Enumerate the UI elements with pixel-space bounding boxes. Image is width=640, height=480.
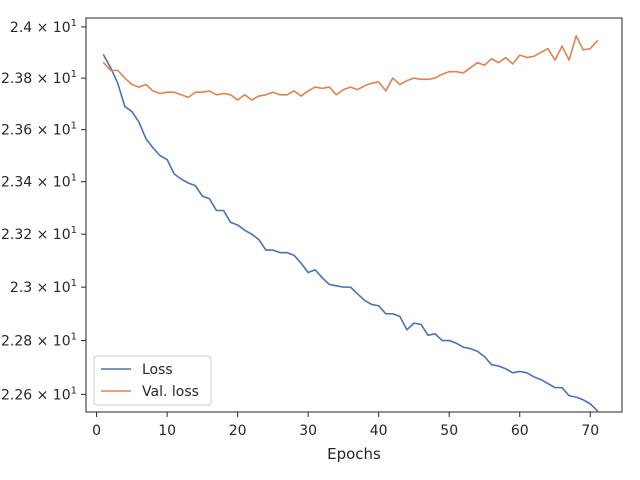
y-tick-label: 2.34 × 101 (1, 173, 77, 191)
y-tick-label: 2.32 × 101 (1, 225, 77, 243)
x-tick-label: 70 (581, 423, 599, 439)
plot-background (86, 18, 622, 412)
x-axis-label: Epochs (327, 445, 381, 463)
series-line-val-loss (102, 35, 599, 101)
x-tick-label: 30 (299, 423, 317, 439)
x-tick-label: 20 (229, 423, 247, 439)
y-tick-label: 2.4 × 101 (10, 18, 77, 36)
series-line-loss (102, 54, 599, 412)
legend-loss-label: Loss (142, 362, 173, 378)
legend-val-loss-label: Val. loss (142, 384, 199, 400)
y-tick-label: 2.36 × 101 (1, 121, 77, 139)
series-layer (102, 35, 599, 412)
plot-area (85, 17, 623, 413)
y-axis: 2.26 × 101 2.28 × 101 2.3 × 101 2.32 × 101 2… (1, 18, 86, 403)
y-tick-label: 2.38 × 101 (1, 69, 77, 87)
x-tick-label: 60 (511, 423, 529, 439)
x-tick-label: 50 (440, 423, 458, 439)
legend: Loss Val. loss (93, 355, 212, 406)
x-tick-label: 10 (158, 423, 176, 439)
y-tick-label: 2.26 × 101 (1, 385, 77, 403)
x-tick-label: 0 (92, 423, 101, 439)
x-axis: 0 10 20 30 40 50 60 70 (92, 412, 599, 439)
plot-frame (85, 17, 623, 413)
y-tick-label: 2.3 × 101 (10, 278, 77, 296)
y-tick-label: 2.28 × 101 (1, 332, 77, 350)
x-tick-label: 40 (370, 423, 388, 439)
